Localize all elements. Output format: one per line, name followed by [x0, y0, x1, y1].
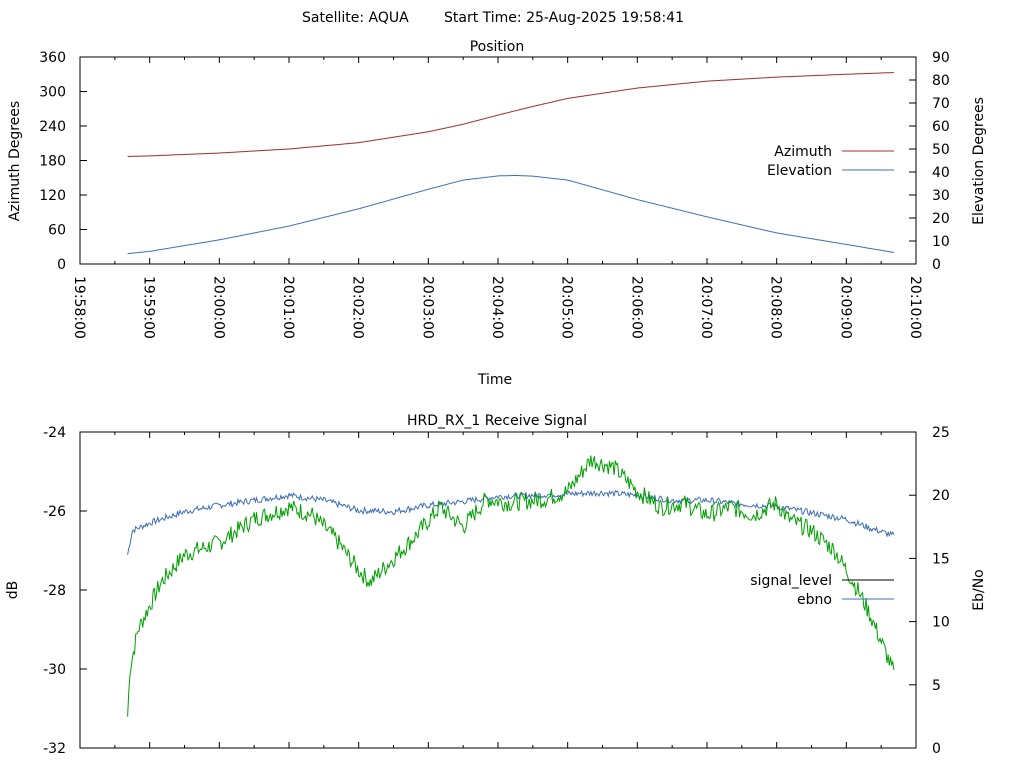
ebno-axis-label: Eb/No — [971, 569, 987, 611]
legend-label: signal_level — [750, 573, 832, 589]
signal-plot-frame — [79, 431, 917, 749]
position-series — [127, 72, 894, 255]
azimuth-axis-label: Azimuth Degrees — [7, 101, 23, 221]
y-tick-label: -32 — [43, 741, 66, 757]
x-tick-label: 20:07:00 — [698, 276, 714, 339]
y2-tick-label: 5 — [932, 678, 941, 694]
y2-tick-label: 10 — [932, 615, 950, 631]
y-tick-label: -30 — [43, 662, 66, 678]
x-tick-label: 20:06:00 — [628, 276, 644, 339]
y2-tick-label: 70 — [932, 96, 950, 112]
x-tick-label: 20:10:00 — [907, 276, 923, 339]
y2-tick-label: 20 — [932, 488, 950, 504]
y2-tick-label: 0 — [932, 741, 941, 757]
signal-axes: -32 -30 -28 -26 -24 0 5 10 15 20 25 — [43, 425, 950, 757]
y-tick-label: -26 — [43, 504, 66, 520]
time-axis-label: Time — [477, 372, 512, 388]
position-chart-title: Position — [470, 39, 525, 55]
position-axes: 0 60 120 180 240 300 360 0 10 20 30 40 50 60 70 80 90 19:… — [39, 50, 950, 339]
y2-tick-label: 10 — [932, 234, 950, 250]
y-tick-label: -24 — [43, 425, 66, 441]
y2-tick-label: 50 — [932, 142, 950, 158]
start-time-label: Start Time: 25-Aug-2025 19:58:41 — [444, 10, 684, 26]
y2-tick-label: 30 — [932, 188, 950, 204]
y-tick-label: 120 — [39, 188, 66, 204]
legend-label: ebno — [797, 592, 832, 608]
y2-tick-label: 80 — [932, 73, 950, 89]
y-tick-label: 0 — [57, 257, 66, 273]
y2-tick-label: 40 — [932, 165, 950, 181]
y-tick-label: 360 — [39, 50, 66, 66]
db-axis-label: dB — [5, 581, 21, 600]
x-tick-label: 20:00:00 — [210, 276, 226, 339]
y-tick-label: 180 — [39, 154, 66, 170]
x-tick-label: 20:08:00 — [768, 276, 784, 339]
position-plot-frame — [79, 56, 917, 265]
y2-tick-label: 25 — [932, 425, 950, 441]
x-tick-label: 20:09:00 — [837, 276, 853, 339]
signal-series — [127, 455, 895, 717]
y-tick-label: -28 — [43, 583, 66, 599]
x-tick-label: 20:03:00 — [419, 276, 435, 339]
azimuth-line — [127, 72, 894, 157]
position-chart: Position 0 60 120 180 240 300 360 0 10 20 30 40 50 60… — [7, 39, 987, 388]
position-legend: Azimuth Elevation — [767, 144, 894, 179]
legend-label: Azimuth — [774, 144, 832, 160]
satellite-label: Satellite: AQUA — [302, 10, 409, 26]
y-tick-label: 300 — [39, 85, 66, 101]
ebno-line — [127, 489, 895, 555]
receive-signal-chart: HRD_RX_1 Receive Signal -32 -30 -28 -26 -24 0… — [5, 413, 987, 757]
x-tick-label: 19:58:00 — [71, 276, 87, 339]
x-tick-label: 20:05:00 — [559, 276, 575, 339]
y2-tick-label: 20 — [932, 211, 950, 227]
legend-label: Elevation — [767, 163, 832, 179]
y-tick-label: 240 — [39, 119, 66, 135]
x-tick-label: 19:59:00 — [141, 276, 157, 339]
y-tick-label: 60 — [48, 223, 66, 239]
y2-tick-label: 60 — [932, 119, 950, 135]
y2-tick-label: 15 — [932, 551, 950, 567]
x-tick-label: 20:02:00 — [350, 276, 366, 339]
x-tick-label: 20:01:00 — [280, 276, 296, 339]
receive-signal-chart-title: HRD_RX_1 Receive Signal — [407, 413, 587, 429]
y2-tick-label: 90 — [932, 50, 950, 66]
elevation-line — [127, 174, 894, 255]
elevation-axis-label: Elevation Degrees — [971, 97, 987, 225]
signal-level-line — [127, 455, 895, 717]
y2-tick-label: 0 — [932, 257, 941, 273]
x-tick-label: 20:04:00 — [489, 276, 505, 339]
